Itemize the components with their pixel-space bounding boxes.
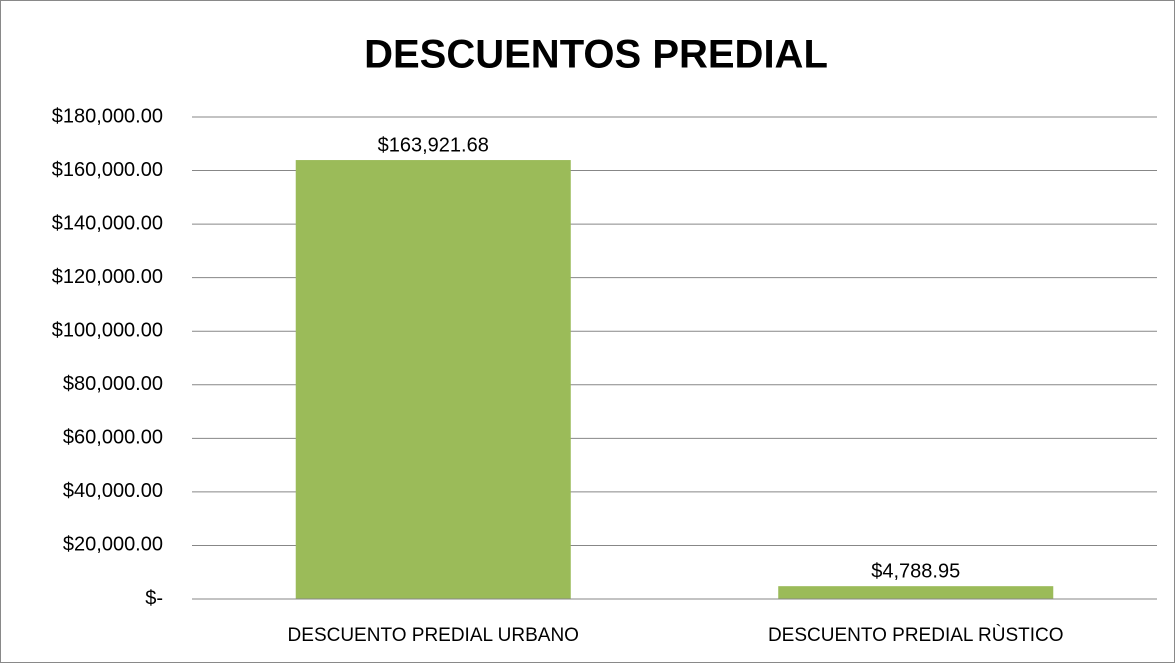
y-tick-label: $20,000.00 [63, 534, 163, 556]
y-tick-label: $140,000.00 [52, 212, 163, 234]
bar [778, 586, 1054, 599]
y-tick-label: $80,000.00 [63, 373, 163, 395]
y-tick-label: $160,000.00 [52, 159, 163, 181]
chart-title: DESCUENTOS PREDIAL [364, 33, 828, 77]
y-tick-label: $180,000.00 [52, 105, 163, 127]
value-label: $163,921.68 [378, 134, 489, 156]
y-tick-label: $120,000.00 [52, 266, 163, 288]
x-tick-label: DESCUENTO PREDIAL URBANO [288, 625, 579, 646]
y-tick-label: $100,000.00 [52, 320, 163, 342]
value-label: $4,788.95 [871, 560, 960, 582]
y-tick-label: $40,000.00 [63, 480, 163, 502]
y-tick-label: $- [145, 587, 163, 609]
x-tick-label: DESCUENTO PREDIAL RÙSTICO [768, 624, 1064, 646]
y-tick-label: $60,000.00 [63, 427, 163, 449]
bar [295, 160, 571, 599]
